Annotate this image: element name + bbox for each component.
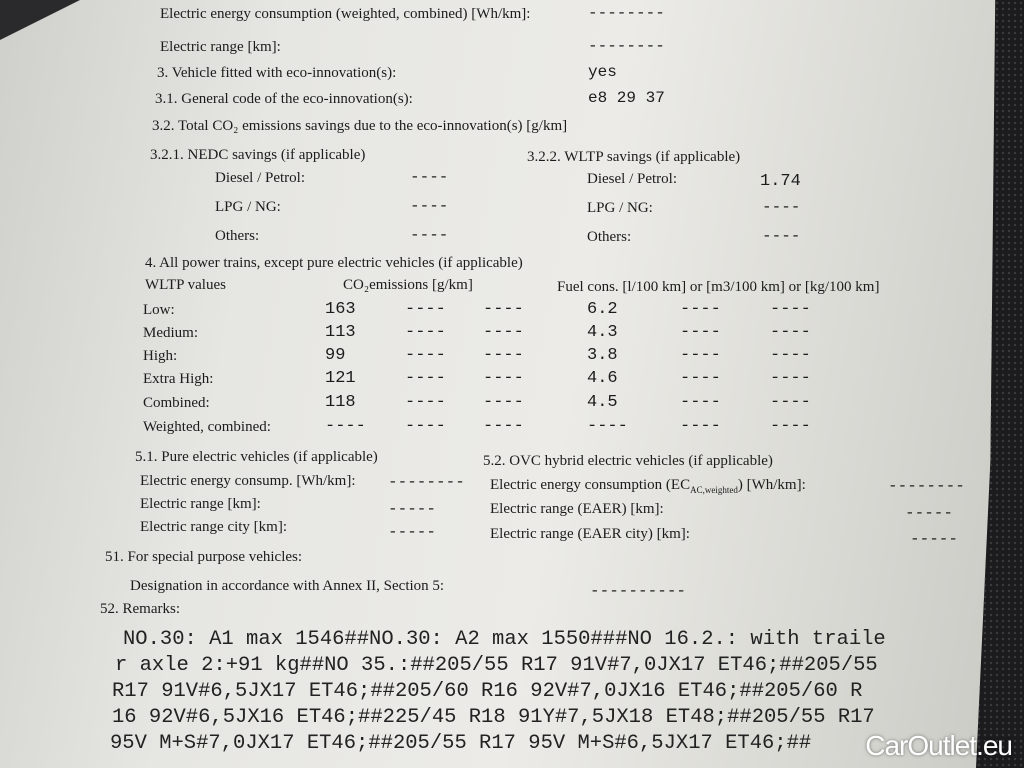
nedc-value: ---- — [410, 226, 449, 244]
nedc-value: ---- — [410, 168, 449, 186]
ovc-ec-text: Electric energy consumption (EC — [490, 477, 691, 493]
remarks-line: NO.30: A1 max 1546##NO.30: A2 max 1550##… — [123, 628, 886, 651]
co2-value: ---- — [483, 369, 524, 388]
pev-label: Electric range [km]: — [140, 496, 261, 512]
wltp-value: ---- — [762, 227, 801, 245]
row-label: Weighted, combined: — [143, 419, 271, 435]
fuel-value: ---- — [770, 346, 811, 365]
pev-value: -------- — [388, 473, 465, 491]
wltp-label: Diesel / Petrol: — [587, 171, 677, 187]
co2-value: ---- — [483, 417, 524, 436]
nedc-label: Others: — [215, 228, 260, 244]
co2-value: 99 — [325, 346, 346, 365]
fuel-value: 4.3 — [587, 323, 618, 342]
fuel-value: 4.5 — [587, 393, 618, 412]
remarks-line: 16 92V#6,5JX16 ET46;##225/45 R18 91Y#7,5… — [112, 706, 875, 729]
wltp-values-header: WLTP values — [145, 277, 226, 293]
row-label: Combined: — [143, 395, 210, 411]
row-label: Medium: — [143, 325, 198, 341]
fuel-value: ---- — [770, 300, 811, 319]
nedc-label: Diesel / Petrol: — [215, 170, 305, 186]
wltp-label: LPG / NG: — [587, 200, 653, 216]
pev-value: ----- — [388, 500, 437, 518]
nedc-value: ---- — [410, 197, 449, 215]
ec-weighted-value: -------- — [588, 4, 665, 22]
co2-value: ---- — [483, 300, 524, 319]
ovc-ec-unit: ) [Wh/km]: — [737, 477, 806, 493]
pev-label: Electric range city [km]: — [140, 519, 288, 535]
fuel-value: ---- — [770, 369, 811, 388]
wltp-title: 3.2.2. WLTP savings (if applicable) — [527, 149, 741, 165]
ovc-ec-label: Electric energy consumption (ECAC,weight… — [490, 477, 806, 495]
fuel-value: ---- — [770, 393, 811, 412]
co2-value: ---- — [483, 393, 524, 412]
pev-value: ----- — [388, 523, 437, 541]
fuel-value: ---- — [770, 323, 811, 342]
wltp-value: 1.74 — [760, 172, 801, 191]
nedc-label: LPG / NG: — [215, 199, 281, 215]
co2-value: ---- — [405, 369, 446, 388]
fuel-value: ---- — [770, 417, 811, 436]
ovc-title: 5.2. OVC hybrid electric vehicles (if ap… — [483, 453, 773, 469]
co2-value: ---- — [483, 323, 524, 342]
nedc-title: 3.2.1. NEDC savings (if applicable) — [150, 147, 366, 163]
eco-code-value: e8 29 37 — [588, 89, 665, 107]
ovc-value: ----- — [910, 530, 959, 548]
co2-savings-title: 3.2. Total CO₂ emissions savings due to … — [152, 118, 568, 134]
co2-value: 118 — [325, 393, 356, 412]
remarks-line: R17 91V#6,5JX17 ET46;##205/60 R16 92V#7,… — [112, 680, 863, 703]
co2-value: ---- — [405, 300, 446, 319]
ec-weighted-label: Electric energy consumption (weighted, c… — [160, 6, 531, 22]
fuel-value: ---- — [680, 300, 721, 319]
co2-header: CO₂emissions [g/km] — [343, 277, 473, 293]
co2-value: ---- — [405, 417, 446, 436]
designation-label: Designation in accordance with Annex II,… — [130, 578, 445, 594]
row-label: High: — [143, 348, 178, 364]
fuel-value: ---- — [680, 346, 721, 365]
wltp-value: ---- — [762, 198, 801, 216]
fuel-value: ---- — [680, 393, 721, 412]
co2-value: ---- — [405, 346, 446, 365]
co2-value: ---- — [405, 393, 446, 412]
ovc-value: ----- — [905, 504, 954, 522]
fuel-value: ---- — [680, 323, 721, 342]
special-purpose-title: 51. For special purpose vehicles: — [105, 549, 303, 565]
fuel-value: ---- — [680, 417, 721, 436]
co2-value: ---- — [483, 346, 524, 365]
fuel-header: Fuel cons. [l/100 km] or [m3/100 km] or … — [557, 279, 880, 295]
co2-value: 121 — [325, 369, 356, 388]
co2-value: ---- — [405, 323, 446, 342]
co2-value: 113 — [325, 323, 356, 342]
ovc-ec-sub: AC,weighted — [690, 485, 738, 495]
pev-title: 5.1. Pure electric vehicles (if applicab… — [135, 449, 378, 465]
co2-value: ---- — [325, 417, 366, 436]
watermark-logo: CarOutlet.eu — [865, 730, 1013, 761]
fuel-value: 3.8 — [587, 346, 618, 365]
ovc-ec-value: -------- — [888, 477, 965, 495]
electric-range-label: Electric range [km]: — [160, 39, 281, 55]
co2-value: 163 — [325, 300, 356, 319]
car-seat-background — [976, 0, 1024, 768]
eco-code-label: 3.1. General code of the eco-innovation(… — [155, 91, 413, 107]
remarks-title: 52. Remarks: — [100, 601, 180, 617]
ovc-label: Electric range (EAER) [km]: — [490, 501, 664, 517]
electric-range-value: -------- — [588, 37, 665, 55]
row-label: Extra High: — [143, 371, 214, 387]
remarks-line: r axle 2:+91 kg##NO 35.:##205/55 R17 91V… — [115, 654, 878, 677]
remarks-line: 95V M+S#7,0JX17 ET46;##205/55 R17 95V M+… — [110, 732, 812, 755]
fuel-value: 4.6 — [587, 369, 618, 388]
row-label: Low: — [143, 302, 175, 318]
designation-value: ---------- — [590, 582, 687, 600]
wltp-label: Others: — [587, 229, 632, 245]
powertrains-title: 4. All power trains, except pure electri… — [145, 255, 523, 271]
fuel-value: 6.2 — [587, 300, 618, 319]
fuel-value: ---- — [680, 369, 721, 388]
fuel-value: ---- — [587, 417, 628, 436]
background-edge — [0, 0, 80, 40]
pev-label: Electric energy consump. [Wh/km]: — [140, 473, 356, 489]
ovc-label: Electric range (EAER city) [km]: — [490, 526, 690, 542]
eco-innovation-value: yes — [588, 63, 617, 81]
eco-innovation-label: 3. Vehicle fitted with eco-innovation(s)… — [157, 65, 397, 81]
